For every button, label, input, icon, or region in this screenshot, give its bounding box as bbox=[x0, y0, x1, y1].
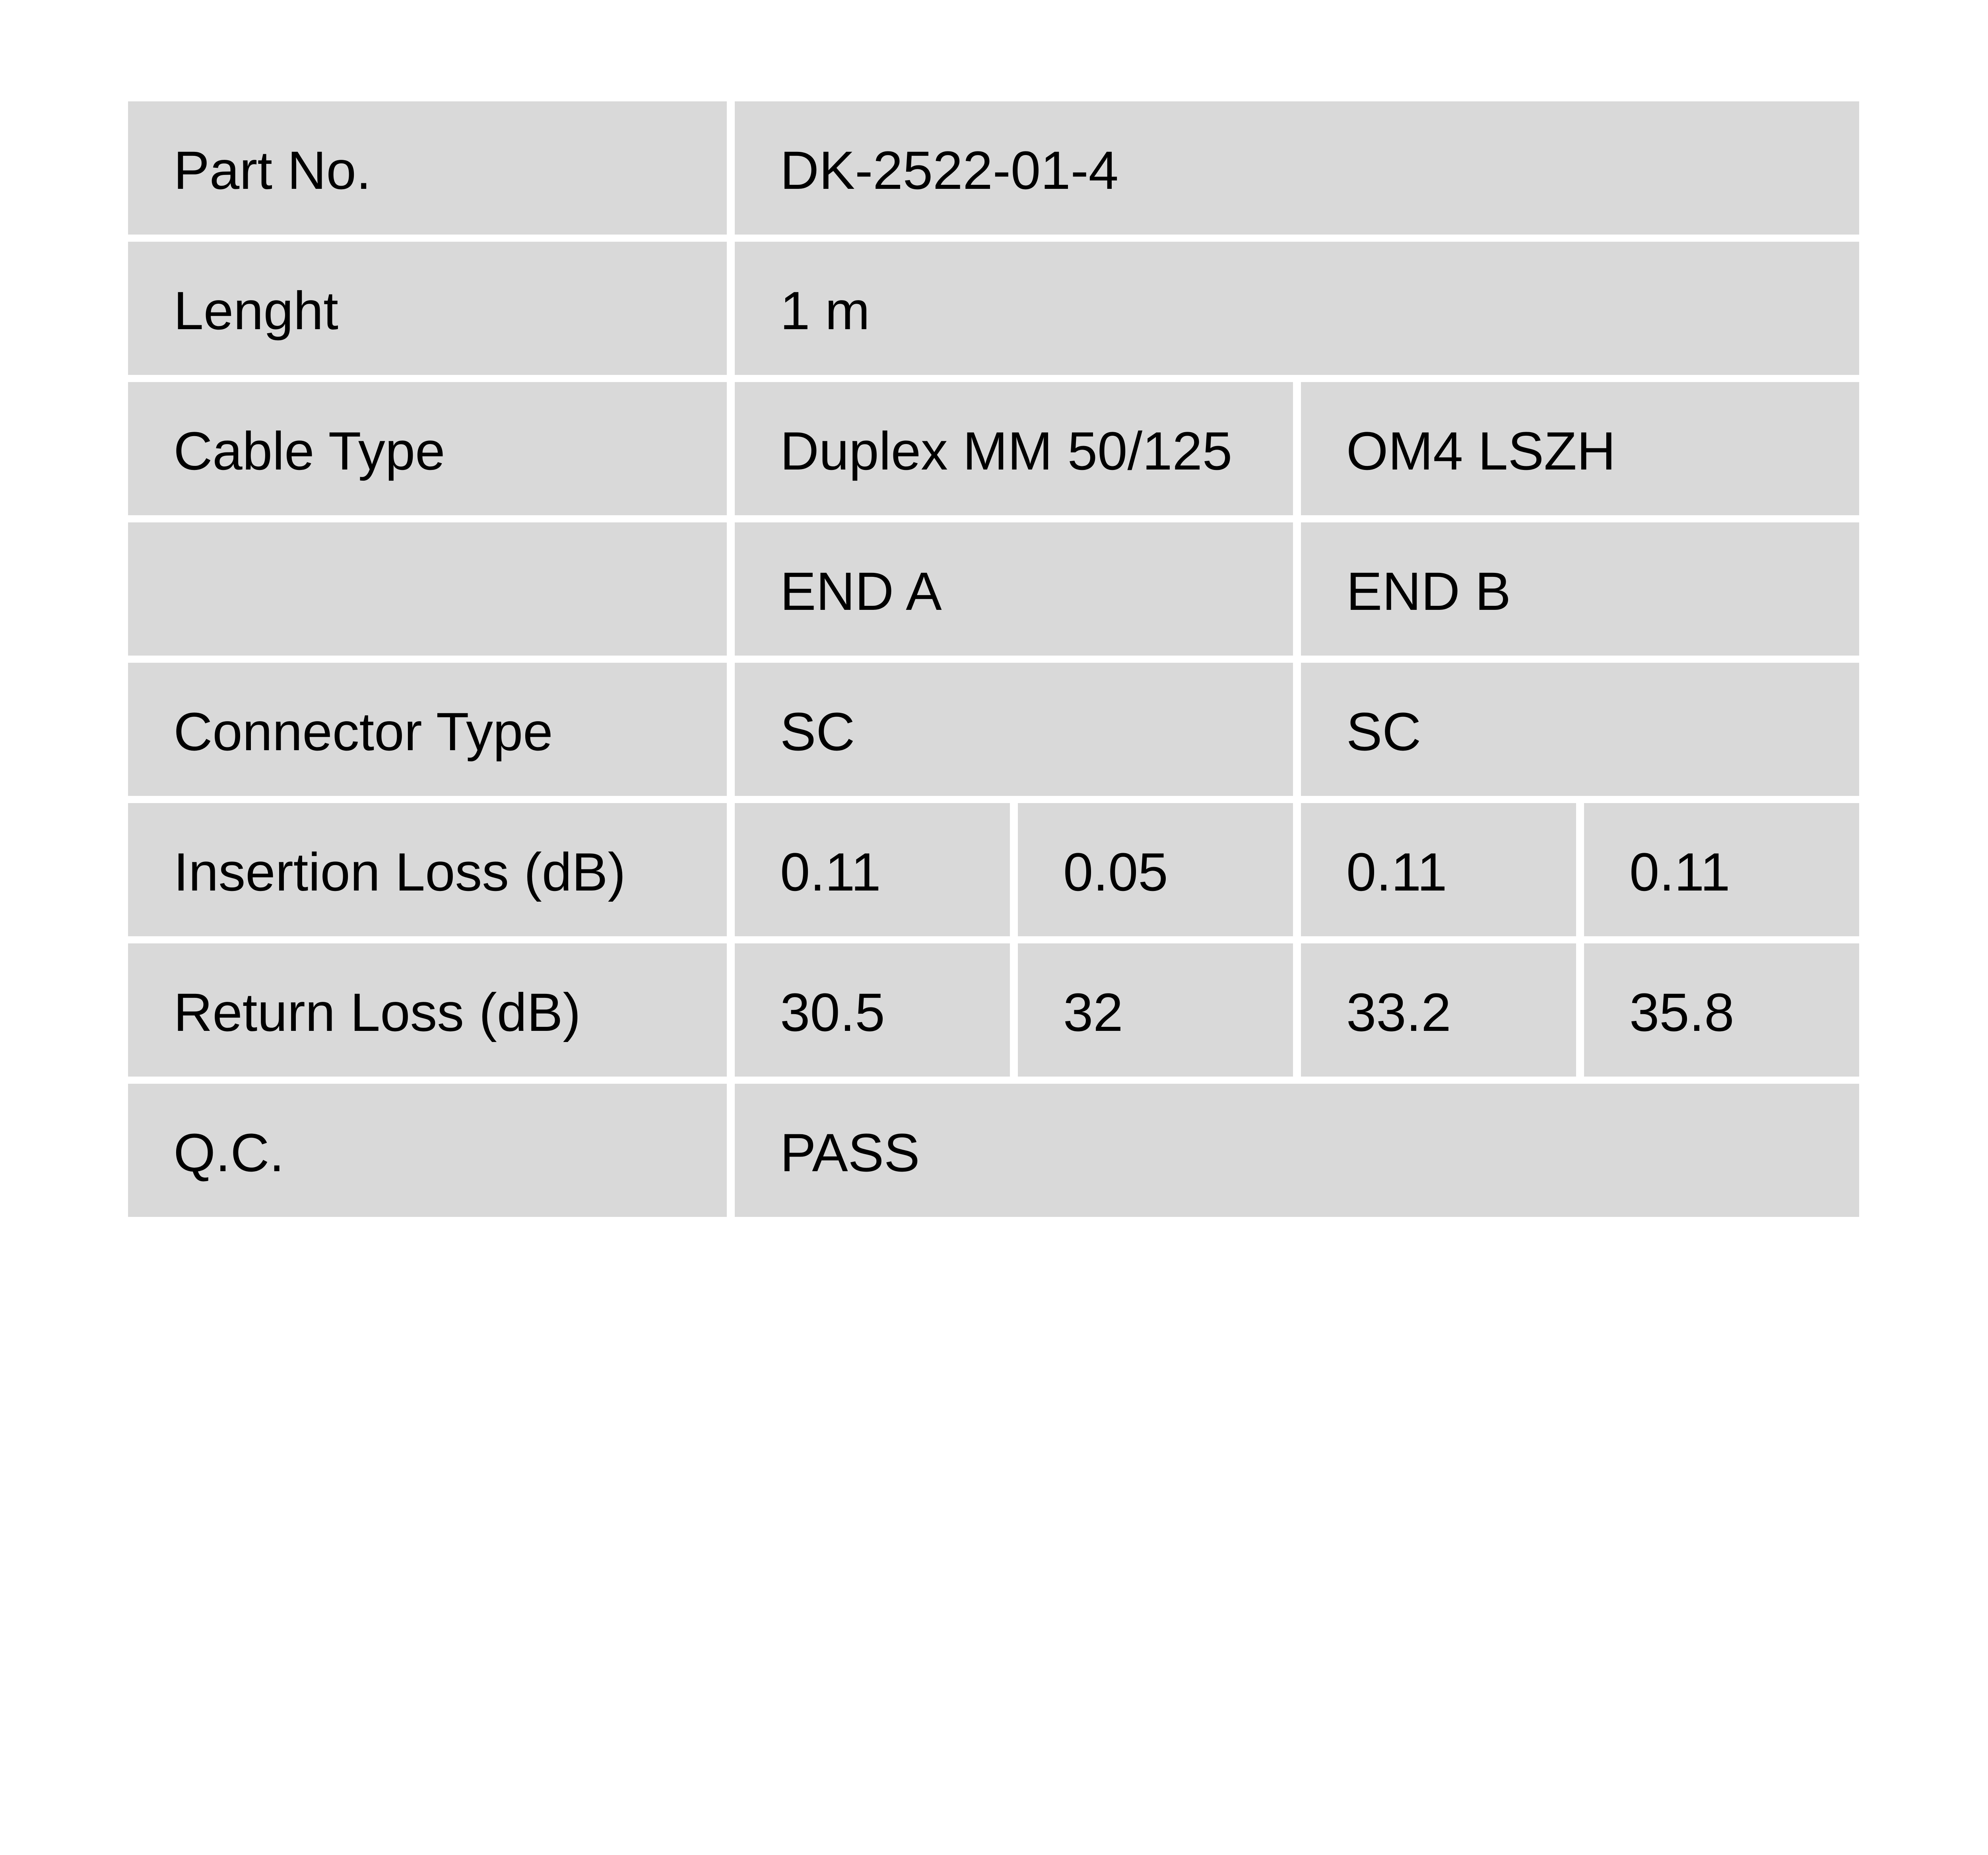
insertion-loss-end-b-1: 0.11 bbox=[1301, 803, 1576, 936]
return-loss-end-a-2: 32 bbox=[1017, 943, 1293, 1077]
return-loss-end-a-1: 30.5 bbox=[734, 943, 1010, 1077]
connector-type-label: Connector Type bbox=[128, 662, 727, 796]
qc-value: PASS bbox=[734, 1083, 1859, 1217]
qc-label: Q.C. bbox=[128, 1083, 727, 1217]
connector-type-end-a: SC bbox=[734, 662, 1293, 796]
insertion-loss-label: Insertion Loss (dB) bbox=[128, 803, 727, 936]
return-loss-label: Return Loss (dB) bbox=[128, 943, 727, 1077]
end-a-header: END A bbox=[734, 522, 1293, 656]
return-loss-end-b-2: 35.8 bbox=[1584, 943, 1859, 1077]
length-label: Lenght bbox=[128, 241, 727, 375]
connector-type-end-b: SC bbox=[1301, 662, 1859, 796]
return-loss-end-b-1: 33.2 bbox=[1301, 943, 1576, 1077]
insertion-loss-end-b-2: 0.11 bbox=[1584, 803, 1859, 936]
cable-type-value-end-a: Duplex MM 50/125 bbox=[734, 382, 1293, 515]
cable-type-label: Cable Type bbox=[128, 382, 727, 515]
end-b-header: END B bbox=[1301, 522, 1859, 656]
insertion-loss-end-a-2: 0.05 bbox=[1017, 803, 1293, 936]
part-no-label: Part No. bbox=[128, 101, 727, 235]
ends-header-empty-cell bbox=[128, 522, 727, 656]
part-no-value: DK-2522-01-4 bbox=[734, 101, 1859, 235]
length-value: 1 m bbox=[734, 241, 1859, 375]
insertion-loss-end-a-1: 0.11 bbox=[734, 803, 1010, 936]
cable-type-value-end-b: OM4 LSZH bbox=[1301, 382, 1859, 515]
test-certificate-table: Part No. DK-2522-01-4 Lenght 1 m Cable T… bbox=[128, 101, 1859, 1217]
